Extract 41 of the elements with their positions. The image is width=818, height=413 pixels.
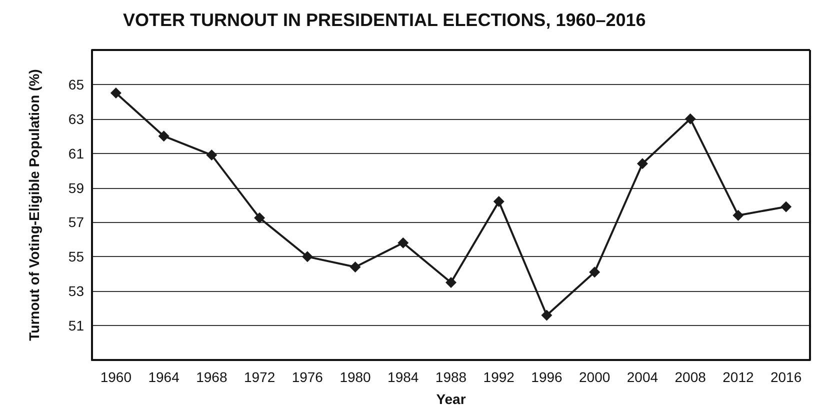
point <box>158 130 170 142</box>
x-tick-label: 2012 <box>722 369 754 385</box>
x-tick-label: 1976 <box>292 369 324 385</box>
y-tick-label: 59 <box>68 180 84 196</box>
point <box>541 310 552 321</box>
x-tick-label: 1968 <box>196 369 228 385</box>
x-tick-label: 2000 <box>579 369 610 385</box>
x-axis-title: Year <box>436 391 466 407</box>
x-tick-label: 1984 <box>388 369 419 385</box>
point <box>446 277 456 288</box>
x-tick-label: 1960 <box>100 369 132 385</box>
y-tick-label: 55 <box>68 248 84 265</box>
point <box>254 212 266 224</box>
point <box>206 150 218 161</box>
point <box>110 88 122 99</box>
y-tick-label: 61 <box>68 145 84 162</box>
x-tick-label: 1992 <box>483 369 515 385</box>
x-tick-label: 2016 <box>770 369 802 385</box>
x-tick-label: 1988 <box>435 369 467 385</box>
chart-title: VOTER TURNOUT IN PRESIDENTIAL ELECTIONS, 1960–2016 <box>123 10 646 30</box>
point <box>636 158 648 170</box>
y-tick-label: 65 <box>68 76 84 92</box>
point <box>493 196 504 208</box>
x-tick-label: 2004 <box>626 369 658 385</box>
x-tick-label: 1964 <box>148 369 180 385</box>
x-tick-label: 2008 <box>674 369 706 385</box>
point <box>350 262 361 272</box>
y-tick-label: 57 <box>68 214 84 230</box>
point <box>780 201 792 212</box>
y-tick-label: 51 <box>68 318 84 334</box>
x-tick-label: 1996 <box>531 369 563 385</box>
point <box>302 251 313 262</box>
y-tick-label: 63 <box>68 110 84 127</box>
point <box>684 113 696 124</box>
y-tick-label: 53 <box>68 283 84 300</box>
point <box>398 237 409 248</box>
point <box>589 266 600 278</box>
point <box>732 210 744 221</box>
y-axis-title: Turnout of Voting-Eligible Population (%) <box>26 69 42 341</box>
x-tick-label: 1972 <box>244 369 276 385</box>
x-tick-label: 1980 <box>340 369 372 385</box>
